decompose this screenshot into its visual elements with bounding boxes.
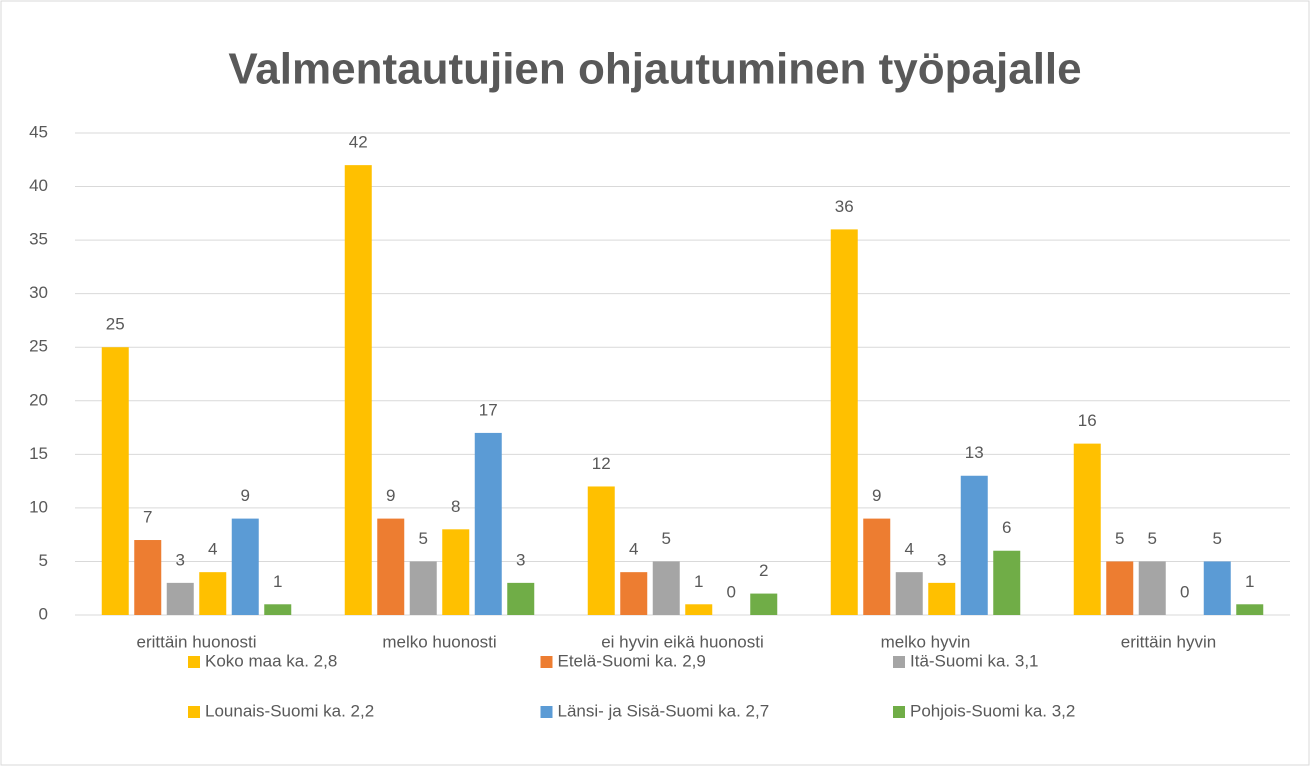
data-label: 4 — [208, 540, 217, 559]
data-label: 12 — [592, 454, 611, 473]
bar — [993, 550, 1021, 615]
y-tick-label: 30 — [29, 283, 48, 302]
bar — [1203, 561, 1231, 615]
y-tick-label: 10 — [29, 497, 48, 516]
legend-label: Länsi- ja Sisä-Suomi ka. 2,7 — [558, 701, 770, 720]
data-label: 25 — [106, 315, 125, 334]
data-label: 1 — [273, 572, 282, 591]
data-label: 5 — [1148, 529, 1157, 548]
bar — [507, 582, 535, 615]
bar — [960, 475, 988, 615]
legend-swatch — [893, 656, 905, 668]
bar — [863, 518, 891, 615]
legend-label: Lounais-Suomi ka. 2,2 — [205, 701, 374, 720]
data-label: 7 — [143, 508, 152, 527]
bar — [474, 432, 502, 615]
y-tick-label: 5 — [39, 551, 48, 570]
data-label: 0 — [727, 582, 736, 601]
x-tick-label: erittäin huonosti — [136, 632, 256, 651]
x-tick-label: ei hyvin eikä huonosti — [601, 632, 764, 651]
bar — [652, 561, 680, 615]
data-label: 0 — [1180, 582, 1189, 601]
bar — [264, 604, 292, 615]
bar — [830, 229, 858, 615]
legend-swatch — [188, 656, 200, 668]
data-label: 13 — [965, 443, 984, 462]
bar — [199, 572, 227, 615]
data-label: 5 — [419, 529, 428, 548]
legend-swatch — [540, 706, 553, 718]
legend-label: Koko maa ka. 2,8 — [205, 651, 337, 670]
data-label: 42 — [349, 133, 368, 152]
y-tick-label: 15 — [29, 444, 48, 463]
legend-label: Etelä-Suomi ka. 2,9 — [558, 651, 706, 670]
data-label: 4 — [905, 540, 914, 559]
x-tick-label: melko huonosti — [382, 632, 496, 651]
data-label: 5 — [1115, 529, 1124, 548]
data-label: 9 — [386, 486, 395, 505]
bar — [101, 347, 129, 615]
bar — [377, 518, 405, 615]
data-label: 16 — [1078, 411, 1097, 430]
bar — [1073, 443, 1101, 615]
bar — [928, 582, 956, 615]
y-tick-label: 25 — [29, 337, 48, 356]
legend-swatch — [893, 706, 905, 718]
legend-label: Pohjois-Suomi ka. 3,2 — [910, 701, 1075, 720]
y-tick-label: 0 — [39, 604, 48, 623]
legend-swatch — [540, 656, 553, 668]
data-label: 6 — [1002, 518, 1011, 537]
data-label: 8 — [451, 497, 460, 516]
x-tick-label: erittäin hyvin — [1121, 632, 1216, 651]
data-label: 9 — [241, 486, 250, 505]
y-tick-label: 45 — [29, 122, 48, 141]
legend-swatch — [188, 706, 200, 718]
data-label: 5 — [1213, 529, 1222, 548]
data-label: 3 — [176, 550, 185, 569]
data-label: 2 — [759, 561, 768, 580]
bar — [587, 486, 615, 615]
data-label: 17 — [479, 400, 498, 419]
bar — [166, 582, 194, 615]
chart-title: Valmentautujien ohjautuminen työpajalle — [228, 45, 1081, 94]
data-label: 36 — [835, 197, 854, 216]
data-label: 4 — [629, 540, 638, 559]
bar — [231, 518, 259, 615]
data-label: 9 — [872, 486, 881, 505]
bar — [620, 572, 648, 615]
bar — [134, 540, 162, 615]
y-tick-label: 40 — [29, 176, 48, 195]
bar — [1236, 604, 1264, 615]
legend-label: Itä-Suomi ka. 3,1 — [910, 651, 1039, 670]
data-label: 5 — [662, 529, 671, 548]
data-label: 1 — [1245, 572, 1254, 591]
bar — [409, 561, 437, 615]
data-label: 3 — [937, 550, 946, 569]
bar — [895, 572, 923, 615]
bar — [750, 593, 778, 615]
y-tick-label: 20 — [29, 390, 48, 409]
bar — [442, 529, 470, 615]
bar — [344, 165, 372, 615]
bar — [685, 604, 713, 615]
y-tick-label: 35 — [29, 230, 48, 249]
data-label: 1 — [694, 572, 703, 591]
x-tick-label: melko hyvin — [881, 632, 971, 651]
data-label: 3 — [516, 550, 525, 569]
bar — [1138, 561, 1166, 615]
bar — [1106, 561, 1134, 615]
